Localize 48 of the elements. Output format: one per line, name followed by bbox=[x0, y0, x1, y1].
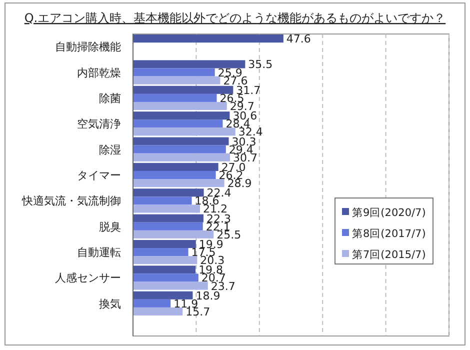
legend-label: 第7回(2015/7) bbox=[352, 249, 426, 261]
bar bbox=[133, 204, 200, 213]
y-tick-label: 内部乾燥 bbox=[77, 66, 121, 80]
bar bbox=[133, 128, 236, 136]
bar bbox=[133, 145, 226, 154]
bar bbox=[133, 222, 203, 230]
y-tick-label: タイマー bbox=[77, 169, 121, 182]
bar bbox=[133, 94, 217, 102]
bar bbox=[133, 68, 215, 76]
legend-label: 第8回(2017/7) bbox=[352, 228, 426, 240]
bar bbox=[133, 86, 234, 94]
bar bbox=[133, 230, 214, 238]
y-tick-label: 脱臭 bbox=[99, 220, 121, 234]
bar bbox=[133, 153, 230, 162]
bar bbox=[133, 299, 171, 308]
bar bbox=[133, 240, 196, 248]
data-label: 35.5 bbox=[248, 58, 273, 72]
bar bbox=[133, 256, 198, 264]
y-tick-label: 除菌 bbox=[99, 92, 121, 105]
bar bbox=[133, 266, 196, 274]
bar bbox=[133, 196, 192, 205]
y-tick-label: 自動運転 bbox=[77, 246, 121, 260]
bar bbox=[133, 248, 188, 256]
bar bbox=[133, 76, 220, 84]
bar bbox=[133, 188, 204, 197]
y-tick-label: 空気清浄 bbox=[77, 118, 121, 131]
bar bbox=[133, 162, 218, 171]
bar bbox=[133, 291, 193, 300]
y-tick-label: 快適気流・気流制御 bbox=[21, 194, 121, 208]
chart-title: Q.エアコン購入時、基本機能以外でどのような機能があるものがよいですか？ bbox=[24, 11, 446, 25]
bar bbox=[133, 179, 224, 188]
bar bbox=[133, 102, 227, 110]
y-tick-label: 人感センサー bbox=[55, 272, 121, 285]
bar bbox=[133, 214, 204, 222]
bar bbox=[133, 120, 223, 128]
bar bbox=[133, 170, 216, 180]
bar bbox=[133, 34, 284, 43]
data-label: 47.6 bbox=[286, 32, 311, 46]
bar bbox=[133, 307, 183, 316]
y-tick-label: 換気 bbox=[99, 297, 121, 310]
y-tick-label: 除湿 bbox=[99, 143, 121, 156]
legend-label: 第9回(2020/7) bbox=[352, 207, 426, 219]
y-tick-label: 自動掃除機能 bbox=[55, 40, 121, 54]
bar bbox=[133, 112, 230, 120]
bar bbox=[133, 274, 198, 282]
bar bbox=[133, 60, 246, 68]
bar bbox=[133, 137, 229, 146]
bar bbox=[133, 282, 208, 290]
